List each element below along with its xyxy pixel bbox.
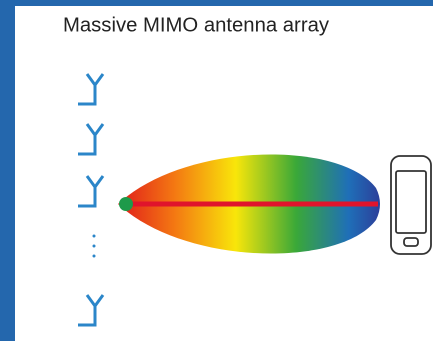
- dot: [93, 235, 96, 238]
- source-dot: [119, 197, 133, 211]
- diagram: Massive MIMO antenna array: [0, 0, 433, 341]
- dot: [93, 245, 96, 248]
- title: Massive MIMO antenna array: [63, 14, 329, 36]
- phone: [391, 156, 431, 254]
- dot: [93, 255, 96, 258]
- page: Massive MIMO antenna array (() => { cons…: [0, 0, 433, 341]
